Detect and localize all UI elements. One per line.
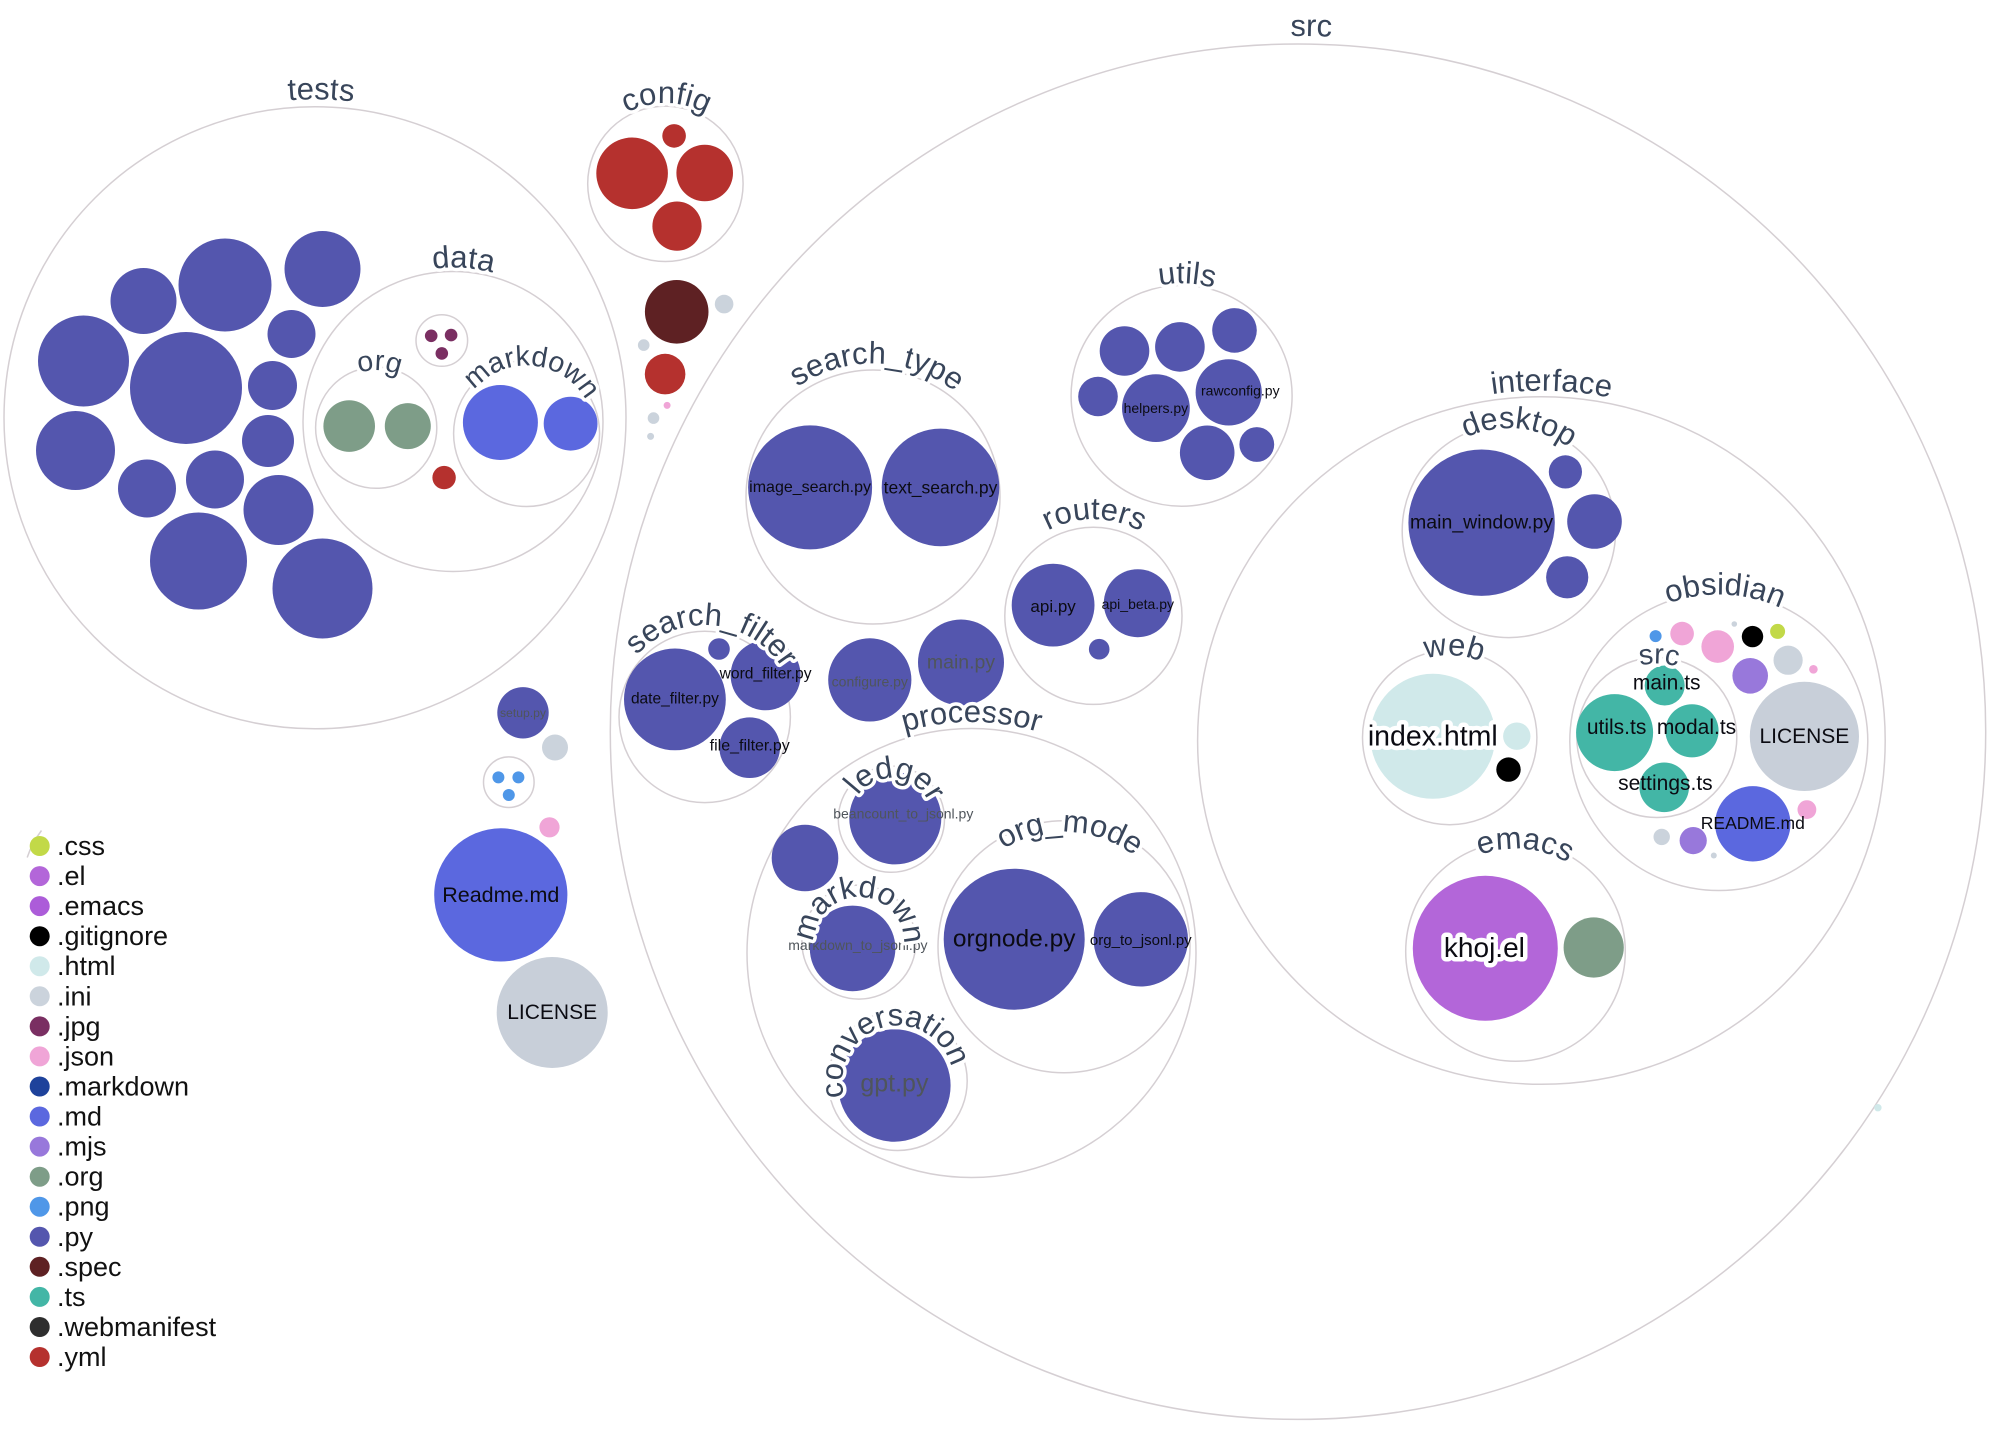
svg-text:index.html: index.html [1368,720,1498,752]
svg-text:main.ts: main.ts [1633,672,1701,695]
svg-text:utils.ts: utils.ts [1587,716,1647,739]
svg-text:.css: .css [57,831,105,861]
svg-text:.py: .py [57,1222,94,1252]
svg-text:LICENSE: LICENSE [507,1001,597,1024]
svg-text:.el: .el [57,861,86,891]
svg-text:date_filter.py: date_filter.py [631,690,719,707]
svg-text:settings.ts: settings.ts [1618,772,1713,795]
svg-text:gpt.py: gpt.py [860,1069,929,1097]
svg-text:LICENSE: LICENSE [1759,725,1849,748]
svg-text:setup.py: setup.py [500,706,547,720]
svg-text:markdown_to_jsonl.py: markdown_to_jsonl.py [788,937,927,953]
svg-text:rawconfig.py: rawconfig.py [1201,383,1280,399]
svg-text:khoj.el: khoj.el [1444,932,1525,963]
svg-text:.md: .md [57,1102,102,1132]
svg-text:.json: .json [57,1041,114,1071]
svg-text:modal.ts: modal.ts [1657,716,1736,739]
svg-text:.ini: .ini [57,981,92,1011]
svg-text:.html: .html [57,951,116,981]
svg-text:main_window.py: main_window.py [1410,512,1553,534]
svg-text:.emacs: .emacs [57,891,144,921]
svg-text:emacs: emacs [1472,820,1580,869]
svg-text:main.py: main.py [927,652,996,674]
svg-text:.jpg: .jpg [57,1011,101,1041]
svg-text:text_search.py: text_search.py [884,477,998,498]
svg-text:org_to_jsonl.py: org_to_jsonl.py [1090,932,1192,949]
svg-text:utils: utils [1156,255,1220,294]
svg-text:configure.py: configure.py [832,674,908,690]
svg-text:.gitignore: .gitignore [57,921,168,951]
svg-text:api.py: api.py [1030,597,1076,616]
svg-text:src: src [1290,8,1332,44]
svg-text:helpers.py: helpers.py [1124,400,1189,416]
svg-text:.markdown: .markdown [57,1072,189,1102]
svg-text:.yml: .yml [57,1342,107,1372]
svg-text:api_beta.py: api_beta.py [1102,596,1174,612]
svg-text:src: src [1637,638,1683,673]
svg-text:Readme.md: Readme.md [442,883,559,907]
svg-text:orgnode.py: orgnode.py [953,926,1076,953]
svg-text:beancount_to_jsonl.py: beancount_to_jsonl.py [833,806,973,822]
svg-text:.webmanifest: .webmanifest [57,1312,217,1342]
svg-text:data: data [431,239,499,279]
svg-text:README.md: README.md [1701,813,1805,833]
svg-text:.org: .org [57,1162,104,1192]
svg-text:.mjs: .mjs [57,1132,107,1162]
svg-text:image_search.py: image_search.py [749,479,871,496]
svg-text:file_filter.py: file_filter.py [710,738,790,755]
svg-text:web: web [1420,627,1489,668]
svg-text:word_filter.py: word_filter.py [719,665,812,682]
svg-text:tests: tests [286,71,356,108]
svg-text:.spec: .spec [57,1252,122,1282]
svg-text:.ts: .ts [57,1282,86,1312]
svg-text:.png: .png [57,1192,110,1222]
svg-text:org: org [355,345,406,381]
